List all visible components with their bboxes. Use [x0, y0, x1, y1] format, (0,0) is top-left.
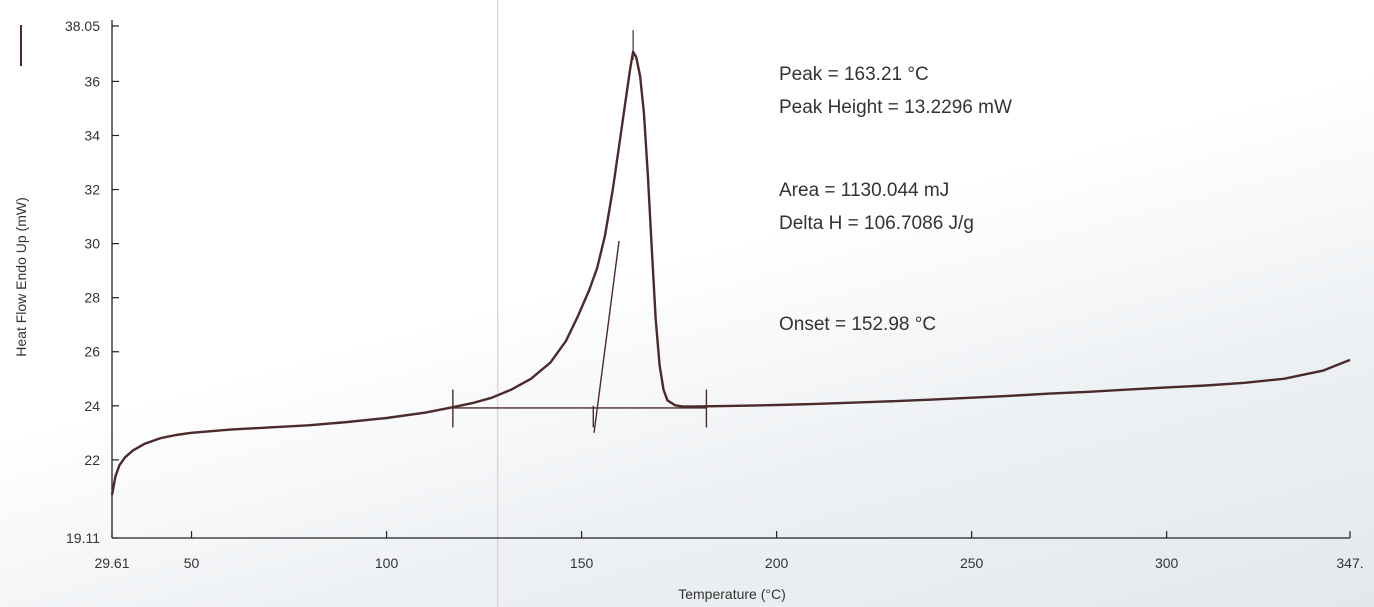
y-tick-label: 19.11 [66, 530, 100, 546]
y-tick-label: 22 [84, 452, 100, 468]
y-tick-label: 36 [84, 73, 100, 89]
y-tick-label: 26 [84, 344, 100, 360]
y-tick-label: 38.05 [65, 18, 100, 34]
y-axis-title: Heat Flow Endo Up (mW) [13, 197, 29, 356]
y-tick-label: 28 [84, 290, 100, 306]
x-axis: 29.61 50 100 150 200 250 300 347. [94, 531, 1364, 571]
y-tick-label: 30 [84, 236, 100, 252]
y-tick-label: 34 [84, 127, 100, 143]
x-tick-label: 100 [375, 555, 399, 571]
x-tick-label: 200 [765, 555, 789, 571]
x-axis-title: Temperature (°C) [678, 586, 786, 602]
markers [452, 389, 708, 428]
heat-flow-curve [110, 50, 1351, 496]
onset-tangent-line [593, 240, 620, 433]
x-tick-label: 50 [184, 555, 200, 571]
annotation-peak: Peak = 163.21 °C [779, 64, 929, 85]
x-tick-label: 347. [1336, 555, 1363, 571]
x-tick-label: 29.61 [94, 555, 129, 571]
y-tick-label: 32 [84, 182, 100, 198]
annotation-area: Area = 1130.044 mJ [779, 180, 949, 201]
annotation-delta-h: Delta H = 106.7086 J/g [779, 213, 974, 234]
x-tick-label: 250 [960, 555, 984, 571]
y-tick-label: 24 [84, 398, 100, 414]
y-axis: 19.11 22 24 26 28 30 32 34 36 38.05 [65, 18, 119, 546]
annotation-peak-height: Peak Height = 13.2296 mW [779, 97, 1012, 118]
x-tick-label: 300 [1155, 555, 1179, 571]
annotation-onset: Onset = 152.98 °C [779, 314, 936, 335]
x-tick-label: 150 [570, 555, 594, 571]
